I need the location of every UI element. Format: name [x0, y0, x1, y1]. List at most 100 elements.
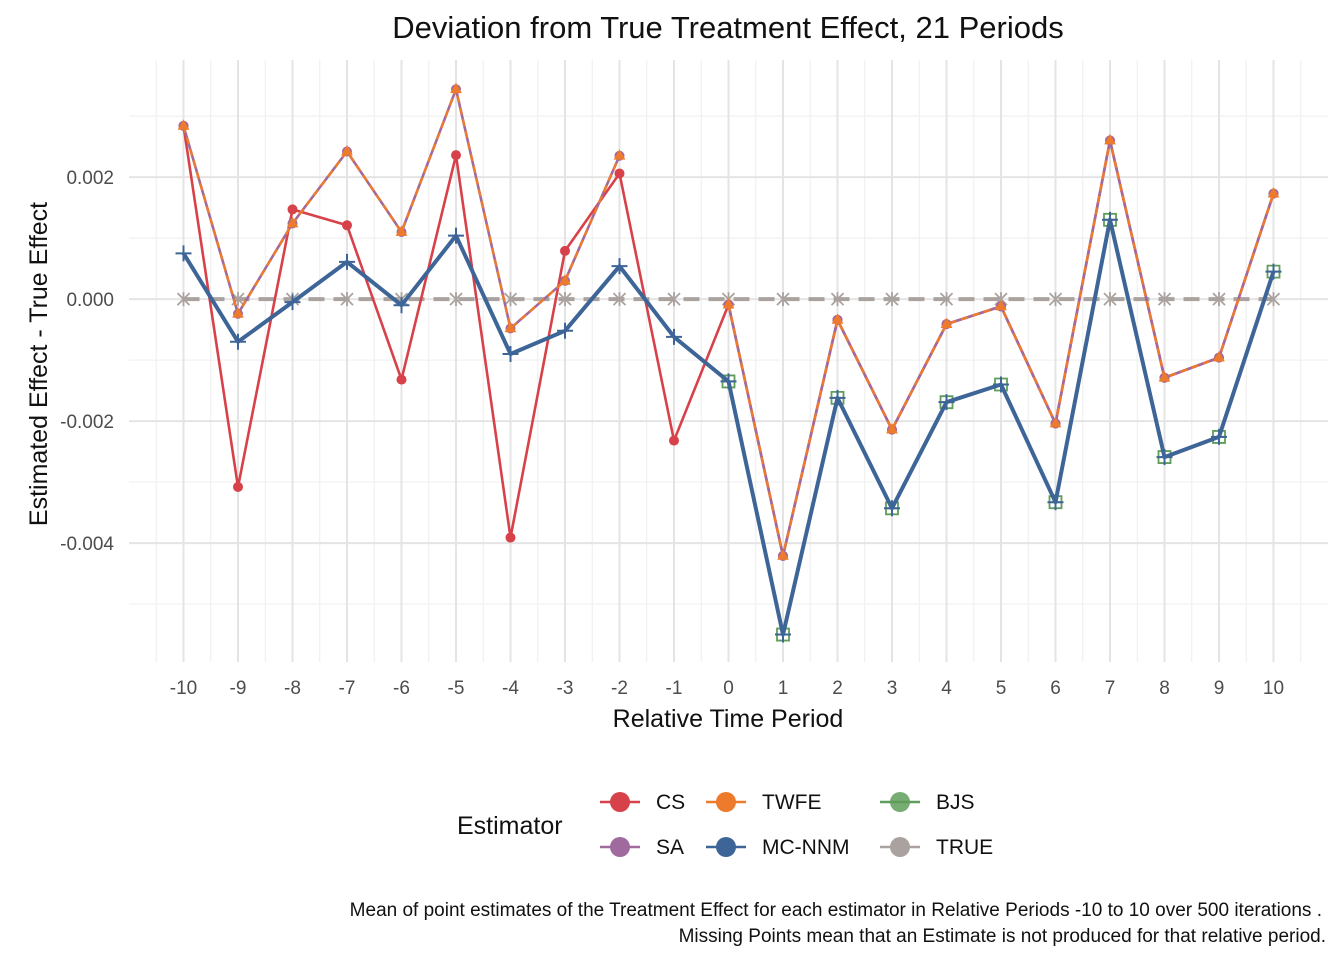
y-axis-ticks: -0.004 -0.002 0.000 0.002: [60, 168, 114, 555]
caption-line-1: Mean of point estimates of the Treatment…: [350, 900, 1322, 921]
point-mc-nnm: [1102, 211, 1118, 228]
point-mc-nnm: [339, 253, 355, 270]
x-tick-label: 4: [941, 678, 952, 699]
series-twfe: [177, 82, 1280, 560]
point-true: [612, 292, 627, 307]
point-twfe: [177, 119, 190, 130]
point-twfe: [886, 423, 898, 434]
major-gridlines: [129, 60, 1328, 662]
point-mc-nnm: [829, 389, 846, 406]
point-mc-nnm: [284, 294, 301, 311]
point-mc-nnm: [448, 227, 464, 244]
point-true: [1212, 292, 1226, 307]
point-mc-nnm: [884, 500, 900, 517]
point-true: [667, 292, 681, 307]
point-twfe: [831, 313, 844, 324]
legend-item-mc-nnm: MC-NNM: [706, 836, 849, 859]
point-true: [1103, 292, 1117, 307]
y-tick-label: -0.004: [60, 534, 114, 555]
point-cs: [505, 532, 516, 543]
point-cs: [233, 481, 243, 492]
point-true: [1157, 292, 1172, 307]
legend-item-twfe: TWFE: [706, 791, 821, 814]
point-mc-nnm: [611, 258, 628, 275]
point-twfe: [450, 82, 462, 94]
x-tick-label: 5: [996, 678, 1007, 699]
point-true: [776, 292, 790, 307]
point-true: [1048, 292, 1063, 307]
point-twfe: [1158, 371, 1171, 382]
point-mc-nnm: [720, 373, 737, 390]
legend-item-sa: SA: [600, 836, 684, 859]
x-tick-label: -7: [339, 678, 356, 699]
point-twfe: [613, 149, 626, 160]
point-twfe: [1049, 417, 1062, 428]
x-tick-label: 3: [887, 678, 898, 699]
x-tick-label: -8: [284, 678, 301, 699]
point-mc-nnm: [230, 333, 246, 350]
legend-label: CS: [656, 791, 685, 814]
point-mc-nnm: [175, 245, 192, 262]
point-true: [939, 292, 954, 307]
legend: Estimator CS SA TWFE MC-NNM BJS TRUE: [457, 791, 993, 859]
x-tick-label: -1: [666, 678, 683, 699]
point-mc-nnm: [938, 394, 955, 411]
x-tick-label: -10: [170, 678, 197, 699]
point-true: [340, 292, 354, 307]
legend-swatch-dot: [610, 792, 630, 812]
legend-label: BJS: [936, 791, 975, 814]
point-twfe: [504, 321, 517, 333]
point-mc-nnm: [775, 626, 791, 643]
point-true: [885, 292, 899, 307]
point-twfe: [559, 274, 571, 285]
point-twfe: [341, 144, 353, 156]
x-tick-label: 2: [832, 678, 843, 699]
legend-label: TRUE: [936, 836, 993, 859]
point-mc-nnm: [993, 376, 1009, 393]
y-tick-label: 0.002: [66, 168, 114, 189]
point-mc-nnm: [1211, 428, 1227, 445]
x-axis-ticks: -10 -9 -8 -7 -6 -5 -4 -3 -2 -1 0 1 2 3 4 5 6 7 8 9 10: [170, 678, 1284, 699]
series-mc-nnm: [175, 211, 1282, 643]
x-tick-label: -5: [448, 678, 465, 699]
point-mc-nnm: [666, 328, 682, 345]
x-tick-label: -3: [557, 678, 574, 699]
y-tick-label: -0.002: [60, 412, 114, 433]
legend-item-bjs: BJS: [880, 791, 975, 814]
legend-label: MC-NNM: [762, 836, 849, 859]
point-mc-nnm: [1265, 263, 1282, 280]
chart-title: Deviation from True Treatment Effect, 21…: [392, 10, 1063, 45]
point-mc-nnm: [1156, 449, 1173, 466]
y-tick-label: 0.000: [66, 290, 114, 311]
legend-item-cs: CS: [600, 791, 685, 814]
x-tick-label: -2: [611, 678, 628, 699]
point-cs: [342, 220, 352, 231]
point-twfe: [1267, 187, 1280, 198]
point-mc-nnm: [502, 345, 519, 362]
x-tick-label: 1: [778, 678, 789, 699]
caption-line-2: Missing Points mean that an Estimate is …: [679, 926, 1326, 947]
point-cs: [396, 374, 407, 385]
point-cs: [287, 204, 298, 215]
x-tick-label: 8: [1159, 678, 1170, 699]
legend-swatch-dot: [890, 792, 910, 812]
x-tick-label: 0: [723, 678, 734, 699]
point-twfe: [286, 216, 299, 228]
point-true: [558, 292, 572, 307]
point-cs: [614, 168, 625, 179]
legend-swatch-dot: [716, 837, 736, 857]
point-mc-nnm: [557, 322, 573, 339]
point-true: [1266, 292, 1281, 307]
point-mc-nnm: [393, 297, 410, 314]
point-true: [176, 292, 191, 307]
point-mc-nnm: [1047, 494, 1064, 511]
point-twfe: [940, 317, 953, 328]
point-cs: [669, 435, 679, 446]
series-layer: [175, 82, 1282, 643]
point-twfe: [995, 299, 1007, 311]
legend-label: TWFE: [762, 791, 821, 814]
x-tick-label: 7: [1105, 678, 1116, 699]
series-line-twfe: [182, 88, 621, 330]
legend-swatch-dot: [716, 792, 736, 812]
